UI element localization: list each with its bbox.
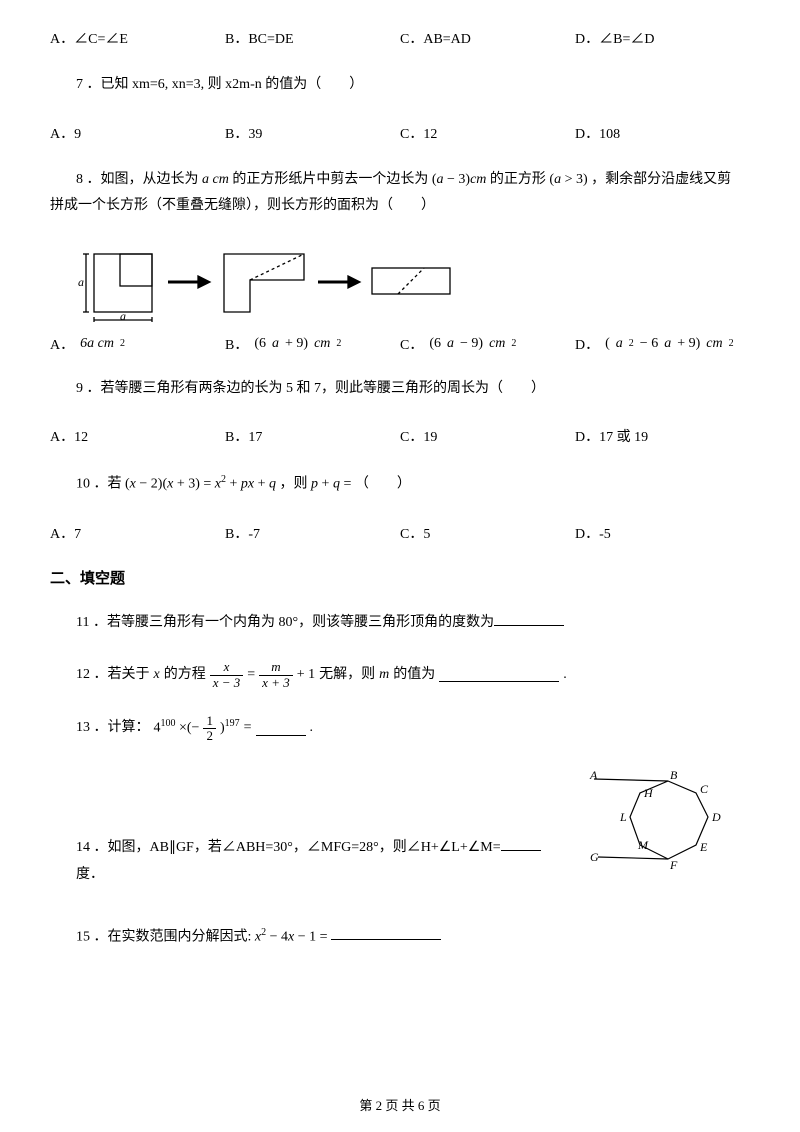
q6-opt-b: B．BC=DE	[225, 28, 400, 48]
q7-opt-b: B．39	[225, 123, 400, 143]
q8-options: A．6a cm2 B．(6a + 9)cm2 C．(6a − 9)cm2 D．(…	[50, 334, 750, 354]
svg-text:L: L	[619, 810, 627, 824]
svg-text:E: E	[699, 840, 708, 854]
svg-text:B: B	[670, 768, 678, 782]
section-2-title: 二、填空题	[50, 567, 750, 588]
q6-opt-d: D．∠B=∠D	[575, 28, 750, 48]
q7-options: A．9 B．39 C．12 D．108	[50, 123, 750, 143]
svg-text:D: D	[711, 810, 721, 824]
q6-options: A．∠C=∠E B．BC=DE C．AB=AD D．∠B=∠D	[50, 28, 750, 48]
q7-opt-d: D．108	[575, 123, 750, 143]
svg-text:H: H	[643, 786, 654, 800]
svg-text:M: M	[637, 838, 649, 852]
svg-text:A: A	[589, 768, 598, 782]
q9-stem: 9 ．若等腰三角形有两条边的长为 5 和 7，则此等腰三角形的周长为（ ）	[50, 376, 750, 403]
q10-options: A．7 B．-7 C．5 D．-5	[50, 523, 750, 543]
q9-options: A．12 B．17 C．19 D．17 或 19	[50, 426, 750, 446]
svg-text:C: C	[700, 782, 709, 796]
q10-stem: 10 ．若 (x − 2)(x + 3) = x2 + px + q ，则 p …	[50, 470, 750, 498]
svg-text:a: a	[78, 275, 84, 289]
q13-stem: 13 ．计算： 4100 ×(− 12 )197 = .	[50, 714, 750, 744]
q14-figure: A B CD E F G H LM	[578, 767, 738, 882]
q11-stem: 11 ．若等腰三角形有一个内角为 80°，则该等腰三角形顶角的度数为	[50, 610, 750, 637]
q12-stem: 12 ．若关于 x 的方程 xx − 3 = mx + 3 + 1 无解，则 m…	[50, 660, 750, 690]
svg-text:G: G	[590, 850, 599, 864]
page-footer: 第 2 页 共 6 页	[0, 1095, 800, 1114]
q15-stem: 15 ．在实数范围内分解因式: x2 − 4x − 1 =	[50, 923, 750, 951]
q8-stem: 8 ．如图，从边长为 a cm 的正方形纸片中剪去一个边长为 (a − 3)cm…	[50, 167, 750, 220]
q7-opt-a: A．9	[50, 123, 225, 143]
q6-opt-a: A．∠C=∠E	[50, 28, 225, 48]
svg-text:F: F	[669, 858, 678, 872]
q6-opt-c: C．AB=AD	[400, 28, 575, 48]
q7-opt-c: C．12	[400, 123, 575, 143]
svg-text:a: a	[120, 309, 126, 322]
q7-stem: 7 ．已知 xm=6, xn=3, 则 x2m-n 的值为（ ）	[50, 72, 750, 99]
q8-figure: a a	[76, 244, 750, 322]
